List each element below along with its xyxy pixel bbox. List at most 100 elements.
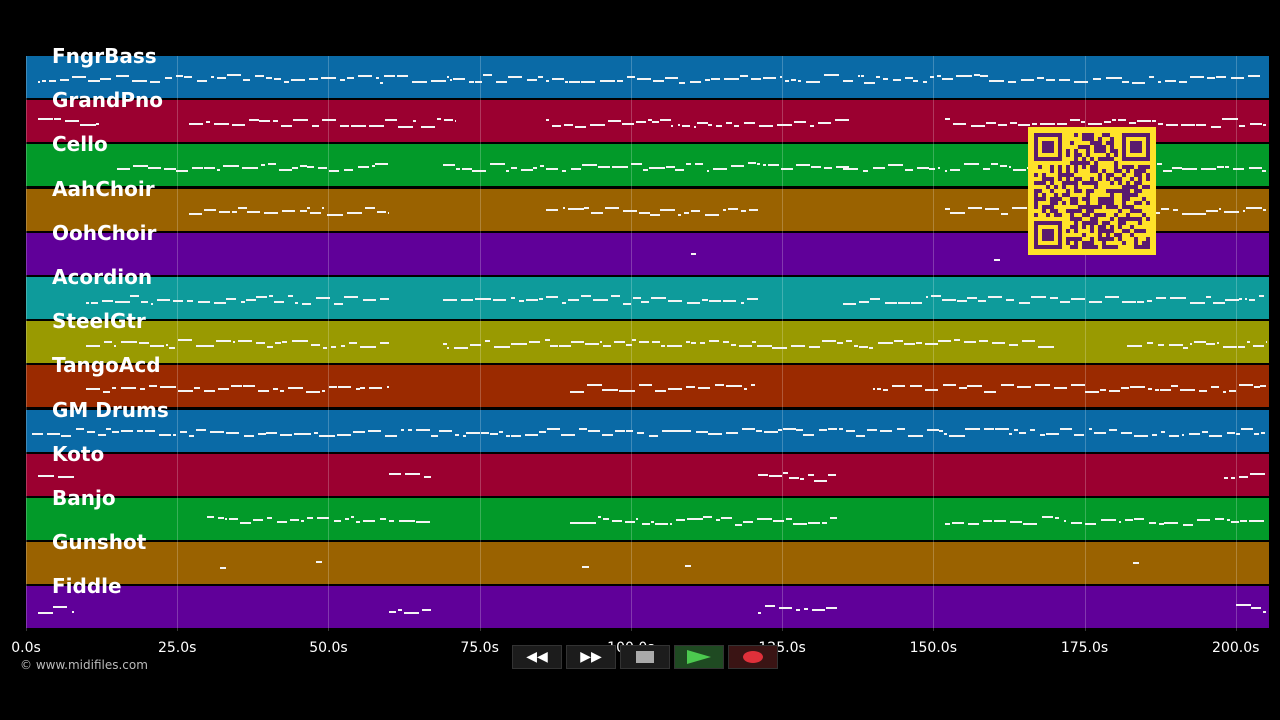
midi-note (237, 207, 247, 210)
track-lane[interactable]: Koto (26, 442, 1269, 496)
midi-note (397, 125, 413, 128)
midi-note (743, 122, 756, 125)
midi-note (698, 387, 710, 389)
midi-note (757, 473, 769, 476)
track-lane[interactable]: TangoAcd (26, 353, 1269, 408)
midi-note (1239, 383, 1254, 386)
midi-note (1031, 123, 1038, 126)
midi-note (116, 167, 131, 170)
midi-note (216, 77, 226, 80)
midi-note (638, 384, 653, 387)
midi-note (1088, 300, 1103, 303)
midi-note (511, 435, 521, 438)
midi-note (1063, 519, 1067, 522)
midi-note (159, 434, 172, 437)
midi-note (443, 164, 455, 167)
midi-note (973, 74, 981, 77)
track-lane[interactable]: Banjo (26, 486, 1269, 540)
midi-note (229, 518, 239, 521)
midi-note (1146, 300, 1153, 303)
midi-note (322, 119, 336, 122)
midi-note (749, 209, 758, 212)
midi-note (877, 341, 894, 344)
midi-note (461, 168, 473, 171)
midi-note (1073, 434, 1084, 437)
midi-note (655, 523, 669, 526)
midi-note (694, 163, 703, 166)
record-button[interactable] (728, 645, 778, 669)
midi-note (507, 75, 523, 78)
midi-note (72, 75, 86, 78)
track-lane[interactable]: Acordion (26, 265, 1269, 319)
midi-note (827, 428, 837, 431)
midi-note (884, 302, 897, 305)
midi-note (112, 431, 120, 434)
midi-note (560, 433, 576, 436)
track-lane[interactable]: SteelGtr (26, 309, 1269, 364)
track-lane[interactable]: Fiddle (26, 574, 1269, 629)
midi-note (150, 302, 153, 305)
play-button[interactable] (674, 645, 724, 669)
midi-note (635, 518, 639, 521)
track-lane[interactable]: GM Drums (26, 398, 1269, 452)
midi-note (213, 122, 230, 125)
midi-note (195, 344, 208, 347)
midi-note (1036, 77, 1044, 80)
midi-note (685, 565, 692, 568)
midi-note (756, 345, 772, 348)
midi-note (363, 298, 371, 301)
midi-note (877, 388, 881, 391)
midi-note (214, 301, 226, 304)
midi-note (266, 345, 274, 348)
rewind-button[interactable]: ◀◀ (512, 645, 562, 669)
midi-note (614, 341, 625, 344)
midi-note (1109, 389, 1121, 392)
midi-note (1105, 76, 1122, 79)
midi-note (654, 390, 666, 393)
midi-note (511, 342, 527, 345)
midi-note (380, 341, 389, 344)
midi-note (1023, 523, 1037, 526)
midi-note (930, 295, 942, 298)
midi-note (970, 124, 985, 127)
midi-note (916, 341, 923, 344)
midi-note (141, 300, 149, 303)
midi-note (661, 429, 677, 432)
midi-note (648, 118, 652, 121)
midi-note (1136, 120, 1151, 123)
midi-note (1223, 211, 1240, 214)
midi-note (311, 124, 320, 127)
midi-note (189, 122, 203, 125)
midi-note (967, 297, 977, 300)
piano-roll[interactable]: FngrBass GrandPno Cello AahChoir OohChoir Aco… (26, 44, 1269, 631)
midi-note (1223, 476, 1228, 479)
midi-note (102, 391, 111, 394)
midi-note (388, 473, 402, 476)
track-lane[interactable]: Gunshot (26, 530, 1269, 585)
midi-note (489, 162, 506, 165)
midi-note (1258, 295, 1264, 298)
midi-note (281, 124, 293, 127)
midi-note (377, 210, 386, 213)
midi-note (321, 206, 324, 209)
midi-note (1007, 80, 1016, 83)
midi-note (226, 74, 242, 77)
midi-note (939, 429, 944, 432)
midi-note (622, 302, 631, 305)
midi-note (246, 298, 256, 301)
midi-note (988, 296, 1002, 299)
track-lane[interactable]: FngrBass (26, 44, 1269, 98)
midi-note (853, 345, 859, 348)
midi-note (1238, 125, 1246, 128)
midi-note (755, 429, 762, 432)
midi-note (494, 345, 511, 348)
stop-button[interactable] (620, 645, 670, 669)
midi-note (633, 296, 641, 299)
midi-note (226, 298, 236, 301)
midi-note (803, 434, 814, 437)
fast-forward-button[interactable]: ▶▶ (566, 645, 616, 669)
midi-note (585, 342, 599, 345)
midi-note (689, 80, 701, 83)
midi-note (1053, 386, 1067, 389)
midi-note (925, 389, 938, 392)
